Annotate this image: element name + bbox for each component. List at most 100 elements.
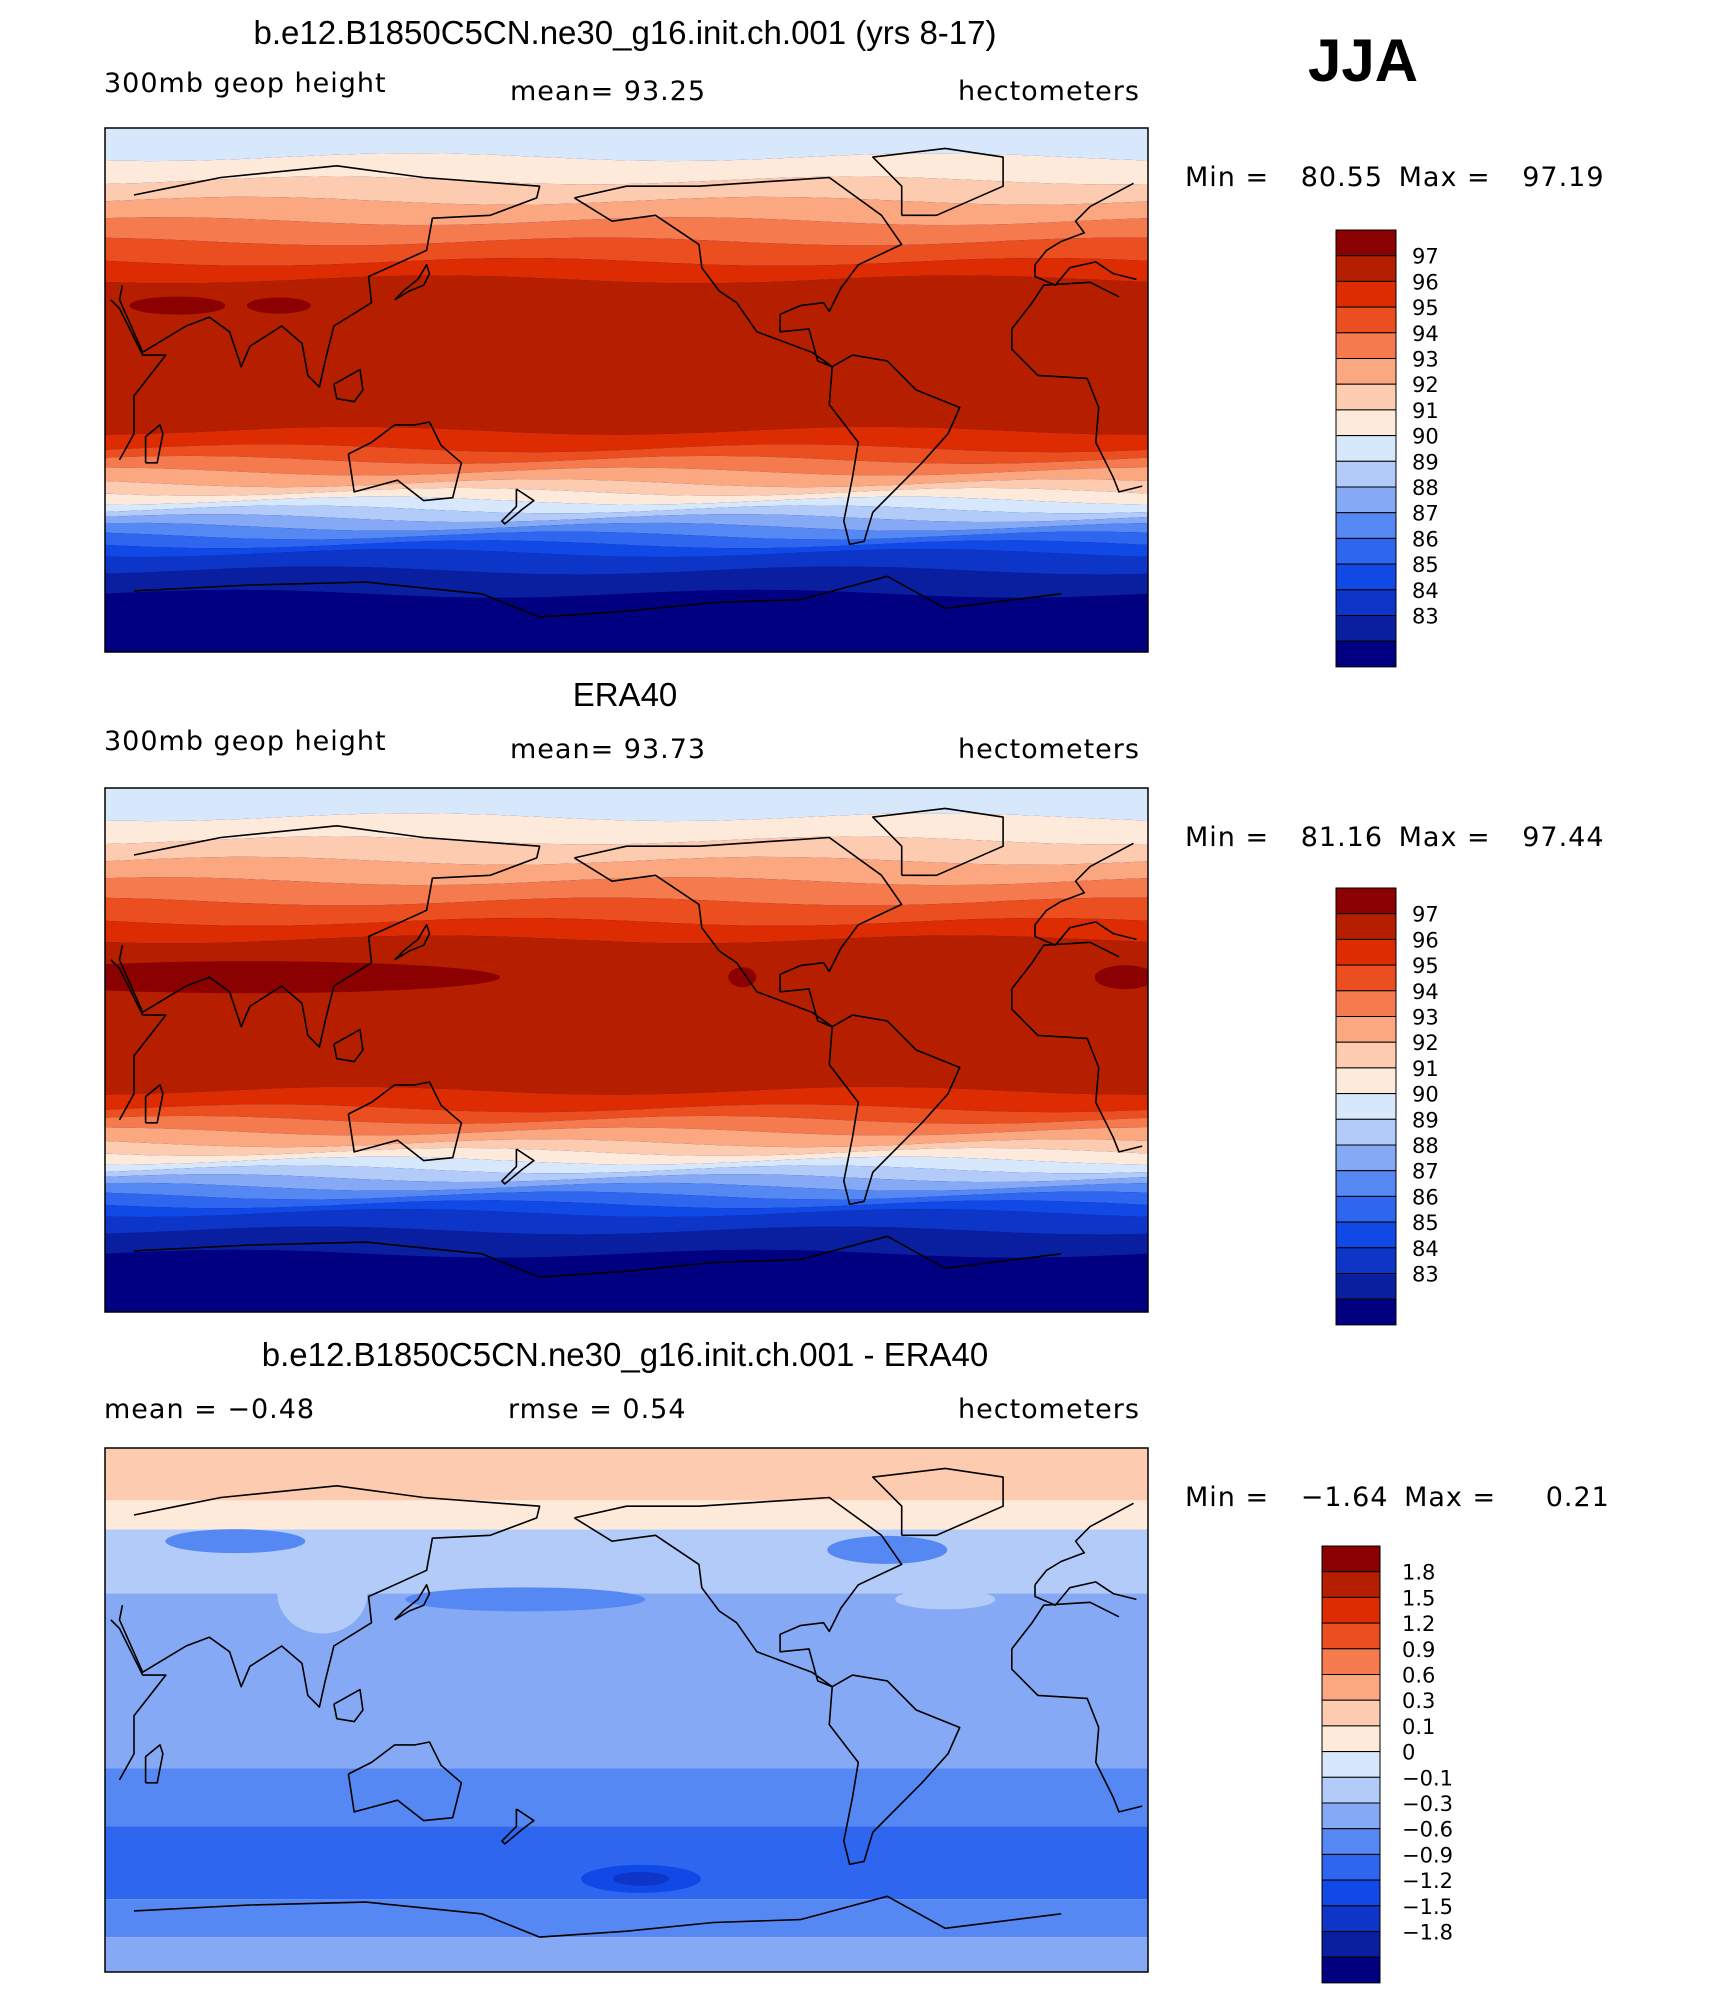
legend-swatch: [1335, 1298, 1397, 1326]
contour-fill: [105, 496, 1148, 514]
legend-swatch: [1335, 887, 1397, 915]
legend-swatch: [1321, 1545, 1381, 1573]
contour-fill: [105, 1104, 1148, 1124]
coastline: [118, 165, 1137, 388]
contour-fill: [105, 1500, 1148, 1530]
max-label: Max =: [1398, 822, 1491, 853]
legend-tick-label: −1.2: [1402, 1869, 1453, 1893]
legend-tick-label: 0.3: [1402, 1689, 1435, 1713]
legend-swatch: [1335, 1170, 1397, 1197]
panel2-title: ERA40: [572, 676, 678, 713]
coastline: [144, 424, 164, 464]
legend-tick-label: 87: [1412, 502, 1439, 526]
legend-swatch: [1335, 1247, 1397, 1275]
map-frame: [104, 127, 1149, 653]
legend-tick-label: −0.9: [1402, 1843, 1453, 1867]
legend-tick-label: 84: [1412, 1237, 1439, 1261]
contour-fill: [105, 1768, 1148, 1827]
legend-swatch: [1335, 589, 1397, 616]
coastlines: [110, 807, 1143, 1278]
panel1-left-label: 300mb geop height: [104, 68, 387, 99]
contour-fill: [105, 1156, 1148, 1174]
contour-fill: [105, 455, 1148, 476]
contour-fill: [105, 813, 1148, 845]
legend-swatch: [1335, 1273, 1397, 1300]
coastline: [110, 281, 1143, 493]
legend-swatch: [1335, 1041, 1397, 1069]
legend-swatch: [1335, 512, 1397, 539]
min-value: 80.55: [1300, 162, 1384, 193]
contour-fill: [105, 589, 1148, 652]
legend-swatch: [1335, 383, 1397, 411]
contour-fill: [105, 1448, 1148, 1501]
coastline: [144, 1084, 164, 1124]
min-label: Min =: [1185, 822, 1270, 853]
contour-fill: [105, 566, 1148, 598]
contour-fill: [105, 897, 1148, 926]
coastline: [828, 1674, 961, 1866]
legend-tick-label: 89: [1412, 1108, 1439, 1132]
coastline: [872, 1467, 1004, 1537]
contour-fill: [105, 237, 1148, 266]
panel3-minmax: Min = −1.64 Max = 0.21: [1185, 1482, 1610, 1513]
legend-tick-label: 93: [1412, 348, 1439, 372]
legend-tick-label: 88: [1412, 1134, 1439, 1158]
legend-tick-label: 84: [1412, 579, 1439, 603]
legend-tick-label: 83: [1412, 1263, 1439, 1287]
legend-tick-label: 95: [1412, 296, 1439, 320]
legend-swatch: [1321, 1648, 1381, 1676]
legend-tick-label: 1.8: [1402, 1561, 1435, 1585]
contour-fill: [277, 1553, 368, 1634]
coastline: [501, 1148, 535, 1185]
legend-swatch: [1335, 280, 1397, 308]
max-label: Max =: [1398, 162, 1491, 193]
contour-fill: [105, 935, 1148, 1095]
coastline: [333, 368, 364, 403]
legend-tick-label: 89: [1412, 450, 1439, 474]
legend-tick-label: 94: [1412, 322, 1439, 346]
coastlines: [110, 147, 1143, 618]
contour-fill: [105, 467, 1148, 488]
coastline: [110, 1601, 1143, 1813]
map-panel-3: [104, 1447, 1149, 1973]
legend-tick-label: 85: [1412, 553, 1439, 577]
legend-swatch: [1321, 1879, 1381, 1907]
contour-fill: [105, 1165, 1148, 1182]
contour-fill: [105, 514, 1148, 531]
legend-swatch: [1335, 1195, 1397, 1223]
coastline: [828, 1014, 961, 1206]
contour-fill: [105, 549, 1148, 575]
coastline: [144, 1744, 164, 1784]
season-label: JJA: [1308, 27, 1419, 94]
coastline: [501, 1808, 535, 1845]
contour-fill: [105, 1174, 1148, 1191]
contour-bands: [105, 788, 1148, 1312]
legend-tick-label: 92: [1412, 373, 1439, 397]
contour-fill: [105, 856, 1148, 886]
contour-fill: [105, 444, 1148, 464]
legend-tick-label: 86: [1412, 527, 1439, 551]
legend-swatch: [1335, 1093, 1397, 1120]
legend-swatch: [1335, 1118, 1397, 1146]
contour-fill: [105, 1226, 1148, 1258]
contour-fill: [827, 1535, 948, 1564]
legend-swatch: [1335, 1221, 1397, 1249]
legend-swatch: [1335, 332, 1397, 359]
legend-tick-label: 0.6: [1402, 1664, 1435, 1688]
contour-fill: [105, 505, 1148, 522]
legend-swatch: [1321, 1776, 1381, 1804]
legend-tick-label: 96: [1412, 928, 1439, 952]
legend-swatch: [1335, 1144, 1397, 1172]
legend-swatch: [1321, 1622, 1381, 1650]
legend-tick-label: 0.9: [1402, 1638, 1435, 1662]
contour-fill: [105, 1209, 1148, 1235]
coastline: [133, 575, 1062, 618]
contour-fill: [105, 540, 1148, 557]
contour-fill: [105, 1200, 1148, 1217]
contour-fill: [895, 1589, 996, 1610]
legend-3: 1.81.51.20.90.60.30.10−0.1−0.3−0.6−0.9−1…: [1321, 1545, 1453, 1984]
legend-swatch: [1335, 964, 1397, 992]
contour-fill: [105, 1127, 1148, 1148]
legend-swatch: [1335, 358, 1397, 385]
